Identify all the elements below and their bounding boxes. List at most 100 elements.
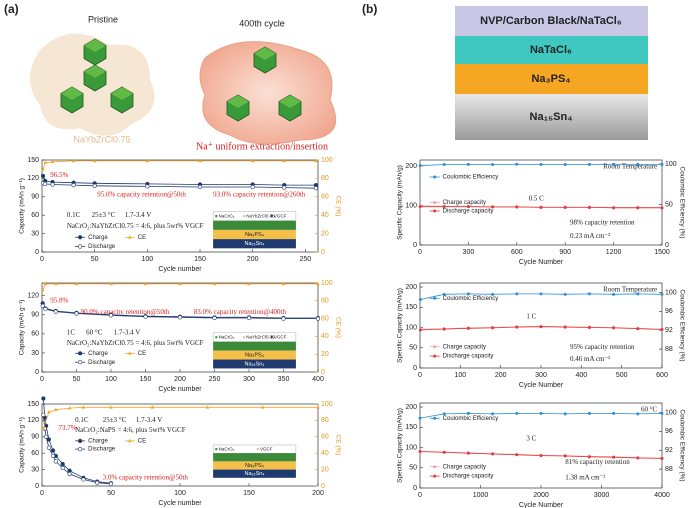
annotation: 81% capacity retention [565, 458, 630, 466]
data-point [43, 306, 48, 312]
data-point [41, 396, 46, 401]
x-tick-label: 0 [418, 372, 422, 379]
data-point [53, 309, 58, 314]
data-point [205, 405, 210, 409]
data-point [313, 186, 318, 191]
y2-tick-label: 96 [665, 308, 673, 315]
layer-label: NVP/Carbon Black/NaTaCl₆ [480, 15, 622, 27]
annotation: 0.1C [75, 416, 89, 424]
y2-tick-label: 80 [321, 298, 329, 305]
inset-composite [213, 453, 296, 462]
data-point [315, 316, 321, 321]
data-point [81, 405, 86, 409]
data-point [67, 471, 72, 477]
annotation: 1C [67, 328, 76, 336]
y-tick-label: 150 [405, 424, 417, 431]
data-point [60, 462, 65, 467]
layer-label: Na₁₅Sn₄ [530, 111, 573, 123]
x-tick-label: 0 [40, 376, 44, 383]
data-point [250, 184, 255, 190]
inset-legend: VGCF [260, 446, 273, 451]
x-tick-label: 50 [107, 490, 115, 497]
legend-marker [128, 235, 132, 239]
y2-tick-label: 60 [321, 315, 329, 322]
data-point [108, 481, 114, 486]
annotation: 1 C [526, 313, 536, 321]
y2-tick-label: 100 [321, 401, 333, 408]
data-point [491, 292, 495, 296]
data-point [71, 183, 76, 188]
data-point [466, 292, 470, 296]
data-point [50, 182, 55, 187]
data-point [281, 316, 286, 321]
annotation: NaCrO₂:NaYbZrCl0.75 = 4:6, plus 5wt% VGC… [67, 339, 204, 347]
data-point [612, 326, 616, 330]
y-tick-label: 100 [405, 202, 417, 209]
data-point [612, 455, 616, 459]
y2-tick-label: 96 [665, 428, 673, 435]
data-point [418, 298, 422, 302]
legend-label: CE [138, 438, 146, 444]
y-tick-label: 0 [35, 369, 39, 376]
y-tick-label: 150 [405, 304, 417, 311]
y-tick-label: 150 [27, 157, 39, 164]
chart: 0 50 100 150 200 250 300 350 4000306090120020406… [19, 280, 342, 393]
data-point [442, 450, 446, 454]
data-point [145, 184, 150, 189]
x-tick-label: 1500 [654, 249, 670, 256]
data-point [74, 281, 79, 286]
inset-layer-label: Na₁₅Sn₄ [244, 361, 265, 367]
y2-tick-label: 20 [321, 230, 329, 237]
inset-dot [215, 336, 218, 339]
data-point [491, 162, 495, 166]
data-point [491, 205, 495, 209]
x-tick-label: 1200 [606, 249, 622, 256]
y-tick-label: 50 [409, 465, 417, 472]
data-point [563, 412, 567, 416]
legend-marker [78, 438, 83, 444]
x-tick-label: 0 [418, 492, 422, 499]
data-point [491, 412, 495, 416]
legend-marker [433, 354, 437, 358]
data-point [50, 448, 56, 453]
annotation: 93.0% capacity retention@260th [213, 191, 306, 199]
data-point [43, 281, 48, 286]
annotation: 0.23 mA cm⁻² [570, 232, 610, 240]
data-point [282, 158, 287, 163]
y-tick-label: 30 [31, 466, 39, 473]
annotation: 25±3 °C [92, 211, 116, 219]
y-tick-label: 120 [27, 175, 39, 182]
series-line [43, 406, 318, 429]
y2-tick-label: 100 [665, 289, 677, 296]
data-point [418, 450, 422, 454]
data-point [46, 445, 52, 450]
data-point [54, 407, 58, 412]
y2-tick-label: 40 [321, 333, 329, 340]
inset-layer-label: Na₃PS₄ [245, 463, 265, 469]
data-point [143, 281, 148, 286]
inset-layer [213, 469, 296, 478]
data-point [442, 327, 446, 331]
data-point [539, 205, 543, 209]
legend-marker [128, 438, 132, 443]
inset-layer-label: Na₁₅Sn₄ [244, 241, 265, 247]
x-axis-label: Cycle Number [519, 382, 564, 389]
data-point [212, 281, 217, 286]
y2-tick-label: 100 [665, 409, 677, 416]
x-tick-label: 250 [209, 376, 221, 383]
annotation: 25±3 °C [103, 416, 127, 424]
data-point [418, 205, 422, 209]
legend-label: Charge capacity [443, 200, 486, 206]
annotation: 1.38 mA cm⁻² [565, 473, 605, 481]
y-tick-label: 0 [35, 249, 39, 256]
data-point [466, 205, 470, 209]
x-tick-label: 400 [575, 372, 587, 379]
data-point [41, 412, 46, 418]
legend-marker [433, 345, 437, 349]
chart: 0 1000 2000 3000 4000 0 50 100 150 200 88 92 96 100 Cy… [397, 402, 685, 508]
y2-tick-label: 60 [321, 194, 329, 201]
y2-tick-label: 20 [321, 351, 329, 358]
legend-label: Charge capacity [443, 344, 486, 350]
x-tick-label: 100 [454, 372, 466, 379]
x-tick-label: 200 [247, 256, 259, 263]
